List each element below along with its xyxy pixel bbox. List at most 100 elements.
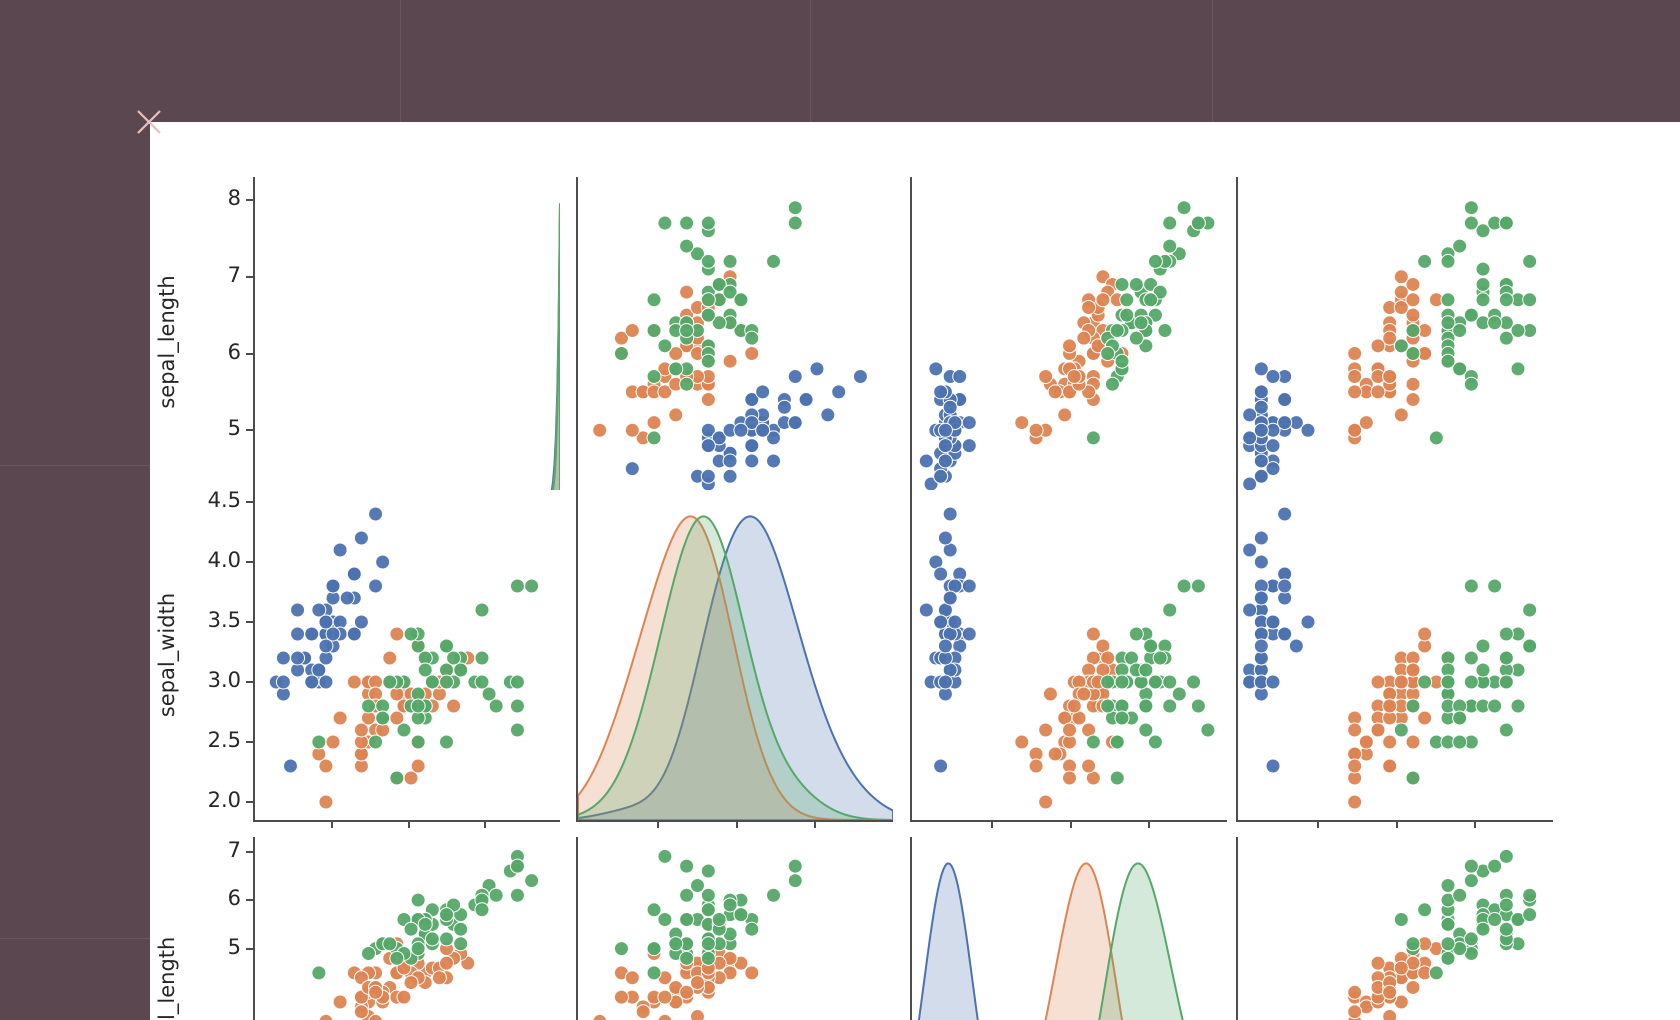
scatter-point: [439, 955, 455, 971]
y-tick-label: 4.5: [207, 488, 241, 512]
axis-spine-left: [1236, 490, 1238, 822]
scatter-point: [668, 346, 684, 362]
scatter-point: [1300, 614, 1316, 630]
scatter-point: [1114, 353, 1130, 369]
scatter-point: [346, 626, 362, 642]
scatter-point: [711, 430, 727, 446]
scatter-point: [787, 858, 803, 874]
scatter-point: [1128, 276, 1144, 292]
scatter-point: [403, 921, 419, 937]
scatter-point: [1498, 215, 1514, 231]
pairplot-panel-r0-c3[interactable]: [1236, 177, 1553, 515]
scatter-point: [1347, 369, 1363, 385]
pairplot-panel-r1-c3[interactable]: [1236, 490, 1553, 828]
axis-spine-left: [910, 490, 912, 822]
scatter-point: [424, 674, 440, 690]
pairplot-panel-r1-c1[interactable]: [576, 490, 893, 828]
y-tick-mark: [246, 681, 253, 683]
scatter-point: [1047, 746, 1063, 762]
scatter-point: [657, 912, 673, 927]
scatter-point: [744, 438, 760, 454]
scatter-point: [1138, 722, 1154, 738]
scatter-point: [1265, 461, 1281, 477]
scatter-point: [1119, 307, 1135, 323]
pairplot-panel-r0-c1[interactable]: [576, 177, 893, 515]
scatter-point: [1475, 662, 1491, 678]
scatter-point: [679, 238, 695, 254]
scatter-point: [346, 566, 362, 582]
scatter-point: [679, 912, 695, 927]
scatter-point: [1463, 650, 1479, 666]
pairplot-panel-r2-c0[interactable]: [246, 837, 560, 1020]
scatter-point: [1487, 315, 1503, 331]
scatter-point: [1498, 626, 1514, 642]
scatter-point: [311, 602, 327, 618]
scatter-point: [624, 322, 640, 338]
scatter-point: [1047, 384, 1063, 400]
scatter-point: [1405, 936, 1421, 952]
pairplot-panel-r0-c0[interactable]: [246, 177, 560, 515]
scatter-point: [1358, 415, 1374, 431]
scatter-point: [1452, 734, 1468, 750]
pairplot-panel-r1-c0[interactable]: [246, 490, 560, 828]
y-tick-mark: [246, 621, 253, 623]
scatter-point: [1109, 770, 1125, 786]
pairplot-panel-r2-c3[interactable]: [1236, 837, 1553, 1020]
pairplot-panel-r2-c1[interactable]: [576, 837, 893, 1020]
scatter-point: [382, 650, 398, 666]
scatter-point: [1498, 848, 1514, 864]
scatter-point: [1405, 770, 1421, 786]
scatter-point: [657, 989, 673, 1005]
scatter-point: [410, 698, 426, 714]
scatter-point: [1347, 722, 1363, 738]
figure-window[interactable]: 5 6 7 8 sepal_length 2.0 2.5 3.0 3.5 4.0 4.5 sepal_…: [150, 122, 1680, 1020]
axis-spine-left: [253, 490, 255, 822]
scatter-point: [1522, 602, 1538, 618]
scatter-point: [646, 965, 662, 981]
scatter-point: [382, 936, 398, 952]
scatter-point: [1487, 698, 1503, 714]
scatter-point: [1176, 200, 1192, 216]
scatter-point: [1028, 758, 1044, 774]
scatter-point: [1242, 407, 1258, 423]
scatter-point: [1428, 430, 1444, 446]
scatter-point: [353, 1004, 369, 1020]
scatter-point: [809, 361, 825, 377]
scatter-point: [1277, 506, 1293, 522]
scatter-point: [1463, 200, 1479, 216]
scatter-point: [488, 698, 504, 714]
scatter-point: [700, 307, 716, 323]
scatter-point: [1162, 215, 1178, 231]
pairplot-panel-r1-c2[interactable]: [910, 490, 1227, 828]
scatter-point: [1062, 770, 1077, 786]
scatter-point: [700, 353, 716, 369]
pairplot-panel-r0-c2[interactable]: [910, 177, 1227, 515]
scatter-point: [446, 698, 462, 714]
scatter-point: [744, 921, 760, 937]
scatter-point: [1085, 626, 1101, 642]
pairplot-panel-r2-c2[interactable]: [910, 837, 1227, 1020]
scatter-point: [1417, 902, 1433, 918]
scatter-point: [1405, 392, 1421, 408]
scatter-point: [1265, 438, 1281, 454]
scatter-point: [1152, 650, 1168, 666]
scatter-point: [453, 936, 469, 952]
kde-curve-versicolor: [1044, 862, 1124, 1020]
x-tick-mark: [990, 821, 993, 828]
scatter-point: [1440, 253, 1456, 269]
scatter-point: [1510, 361, 1526, 377]
x-tick-mark: [483, 821, 486, 828]
scatter-point: [439, 931, 455, 947]
axis-spine-left: [910, 837, 912, 1020]
scatter-point: [1162, 238, 1178, 254]
scatter-point: [1487, 578, 1503, 594]
scatter-point: [1265, 758, 1281, 774]
scatter-point: [1081, 758, 1097, 774]
scatter-point: [1100, 674, 1116, 690]
x-tick-mark: [1069, 821, 1072, 828]
scatter-point: [1147, 734, 1163, 750]
scatter-point: [700, 468, 716, 484]
scatter-point: [325, 578, 341, 594]
scatter-point: [1128, 330, 1144, 346]
scatter-point: [1242, 430, 1258, 446]
